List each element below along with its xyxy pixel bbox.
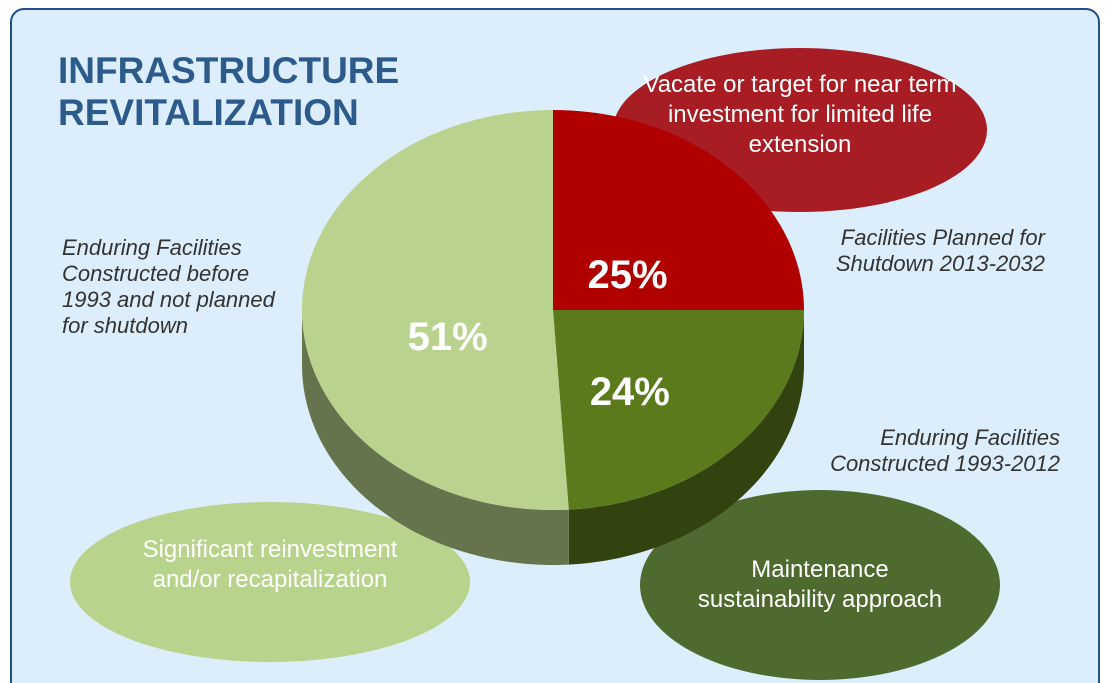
category-label: Facilities Planned for Shutdown 2013-203… (835, 225, 1045, 276)
callout-dark-green (640, 490, 1000, 680)
category-label: Enduring Facilities Constructed 1993-201… (830, 425, 1060, 476)
annotation: Vacate or target for near term investmen… (643, 71, 957, 158)
slice (302, 110, 569, 510)
chart-title: INFRASTRUCTURE REVITALIZATION (58, 50, 400, 133)
value-label: 51% (408, 315, 488, 359)
value-label: 24% (590, 370, 670, 414)
annotation: Significant reinvestment and/or recapita… (142, 536, 398, 593)
slice (553, 310, 804, 510)
callout-light-green (70, 502, 470, 662)
annotation: Maintenance sustainability approach (697, 556, 943, 613)
category-label: Enduring Facilities Constructed before 1… (62, 235, 275, 338)
value-label: 25% (588, 253, 668, 297)
slice (553, 110, 804, 310)
slice-side (302, 310, 569, 565)
